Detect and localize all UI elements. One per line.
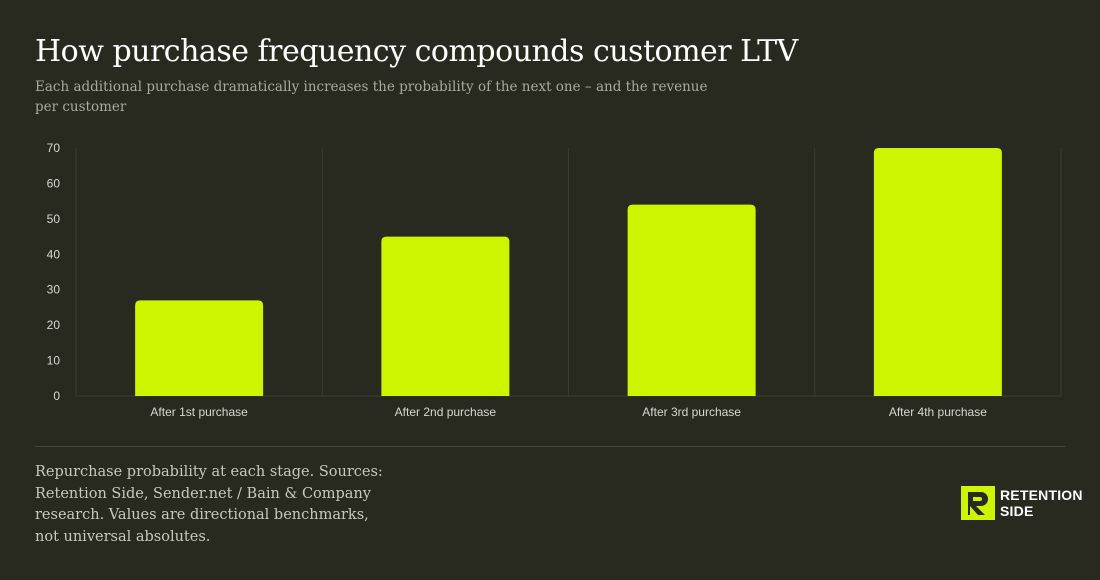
x-tick-label: After 2nd purchase [395,405,497,419]
y-tick-label: 0 [53,389,60,403]
x-tick-label: After 4th purchase [889,405,987,419]
y-tick-label: 50 [47,212,61,226]
chart-subtitle: Each additional purchase dramatically in… [35,79,708,115]
footer-divider [35,446,1065,447]
y-tick-label: 10 [47,354,61,368]
x-tick-label: After 1st purchase [150,405,248,419]
x-tick-label: After 3rd purchase [642,405,741,419]
y-tick-label: 70 [47,141,61,155]
bar [627,204,756,396]
y-tick-label: 20 [47,318,61,332]
bar [873,148,1002,396]
logo-line-1: RETENTION [1000,487,1083,503]
logo-wordmark: RETENTION SIDE [1000,487,1083,519]
brand-logo: RETENTION SIDE [961,486,1083,520]
logo-line-2: SIDE [1000,503,1034,519]
y-tick-label: 30 [47,283,61,297]
y-tick-label: 60 [47,176,61,190]
source-note: Repurchase probability at each stage. So… [35,464,383,545]
bar [381,236,510,396]
chart-title: How purchase frequency compounds custome… [35,34,798,69]
bar-chart: 0 10 20 30 40 50 60 70 After 1st purchase After 2… [47,141,1062,419]
bar [135,300,264,396]
retention-side-logo-icon [961,486,995,520]
y-tick-label: 40 [47,247,61,261]
